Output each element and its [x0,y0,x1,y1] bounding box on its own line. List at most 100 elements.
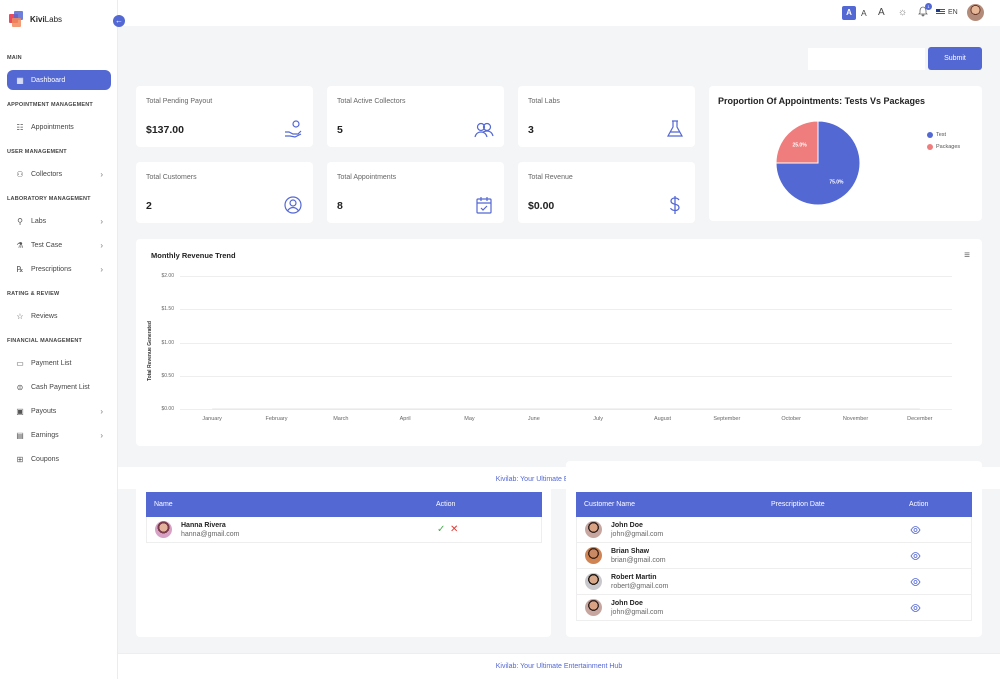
table-row: Brian Shaw brian@gmail.com [576,543,972,569]
y-tick-label: $1.00 [161,339,174,346]
stat-value: 8 [337,200,343,212]
sidebar-item-label: Coupons [31,455,60,463]
font-size-small-button[interactable]: A [842,6,856,20]
sidebar-item-collectors[interactable]: ⚇ Collectors › [7,164,111,184]
sidebar-item-label: Test Case [31,241,63,249]
date-filter-input[interactable] [808,48,925,70]
avatar [585,573,602,590]
x-tick-label: September [713,416,741,422]
legend-item-test[interactable]: Test [927,132,946,138]
sidebar-item-label: Cash Payment List [31,383,90,391]
x-tick-label: May [464,416,475,422]
view-eye-icon[interactable] [910,525,921,534]
payout-icon: ▣ [16,406,24,416]
view-eye-icon[interactable] [910,551,921,560]
stat-value: 3 [528,124,534,136]
column-header-prescription-date: Prescription Date [771,501,825,508]
stat-label: Total Pending Payout [146,98,213,105]
reject-x-icon[interactable]: ✕ [450,524,459,535]
stat-card-revenue: Total Revenue $0.00 [518,162,695,223]
revenue-chart-title: Monthly Revenue Trend [151,251,236,260]
language-selector[interactable]: EN [936,6,958,20]
font-size-large-button[interactable]: A [878,7,885,18]
sidebar-item-payouts[interactable]: ▣ Payouts › [7,401,111,421]
gift-icon: ⊞ [16,454,24,464]
pie-slice-packages[interactable] [775,120,819,164]
collector-name: Hanna Rivera [181,521,226,529]
sidebar-item-appointments[interactable]: ☷ Appointments [7,117,111,137]
x-tick-label: November [842,416,869,422]
pie-slice-label-test: 75.0% [829,179,844,185]
sidebar-item-cash-payment-list[interactable]: ⊜ Cash Payment List [7,377,111,397]
table-row: Robert Martin robert@gmail.com [576,569,972,595]
sidebar-item-label: Reviews [31,312,58,320]
submit-button[interactable]: Submit [928,47,982,70]
sidebar-item-reviews[interactable]: ☆ Reviews [7,306,111,326]
x-tick-label: June [527,416,540,422]
flask-icon: ⚗ [16,240,24,250]
stat-card-labs: Total Labs 3 [518,86,695,147]
us-flag-icon [936,9,945,16]
notification-bell-button[interactable]: 1 [918,3,932,22]
column-header-action: Action [436,501,456,508]
sidebar-collapse-button[interactable]: ← [113,15,125,27]
font-size-medium-button[interactable]: A [861,8,867,18]
customer-name: Brian Shaw [611,547,650,555]
x-tick-label: February [265,416,288,422]
x-tick-label: October [781,416,801,422]
view-eye-icon[interactable] [910,577,921,586]
pie-slice-test[interactable] [775,120,861,206]
stat-card-appointments: Total Appointments 8 [327,162,504,223]
approve-check-icon[interactable]: ✓ [437,524,446,535]
prescriptions-card [566,461,982,637]
arrow-left-icon: ← [115,16,123,25]
stat-label: Total Customers [146,174,197,181]
x-tick-label: July [593,416,604,422]
user-avatar[interactable] [967,4,984,21]
avatar [585,599,602,616]
stat-card-customers: Total Customers 2 [136,162,313,223]
y-tick-label: $0.50 [161,372,174,379]
sidebar-item-coupons[interactable]: ⊞ Coupons [7,449,111,469]
theme-toggle-sun-icon[interactable]: ☼ [898,7,908,18]
sidebar-item-earnings[interactable]: ▤ Earnings › [7,425,111,445]
y-tick-label: $1.50 [161,306,174,313]
view-eye-icon[interactable] [910,603,921,612]
logo[interactable]: KiviLabs [8,10,62,28]
section-main: MAIN [7,55,22,61]
collector-email: hanna@gmail.com [181,530,240,538]
chevron-right-icon: › [100,406,103,416]
calendar-check-icon [476,197,492,214]
grid-line [180,342,952,344]
column-header-name: Name [154,501,173,508]
table-row: John Doe john@gmail.com [576,517,972,543]
footer-banner-overlay [118,467,1000,489]
chart-menu-icon[interactable]: ≡ [964,250,970,261]
bell-icon [918,6,928,17]
avatar [585,521,602,538]
sidebar-item-label: Prescriptions [31,265,72,273]
customer-name: Robert Martin [611,573,657,581]
sidebar-item-labs[interactable]: ⚲ Labs › [7,211,111,231]
section-appointment-management: APPOINTMENT MANAGEMENT [7,102,93,108]
kivilabs-logo-icon [9,11,23,27]
legend-dot [927,132,933,138]
stat-card-pending-payout: Total Pending Payout $137.00 [136,86,313,147]
x-tick-label: April [399,416,411,422]
avatar [585,547,602,564]
sidebar-item-test-case[interactable]: ⚗ Test Case › [7,235,111,255]
customer-email: brian@gmail.com [611,556,666,564]
legend-item-packages[interactable]: Packages [927,144,960,150]
x-tick-label: March [333,416,349,422]
sidebar-item-dashboard[interactable]: ▦ Dashboard [7,70,111,90]
grid-line [180,409,952,410]
collectors-table-header: Name Action [146,492,542,517]
sidebar-item-payment-list[interactable]: ▭ Payment List [7,353,111,373]
sidebar-item-prescriptions[interactable]: ℞ Prescriptions › [7,259,111,279]
chevron-right-icon: › [100,169,103,179]
legend-label: Packages [936,144,961,150]
customer-email: john@gmail.com [611,608,664,616]
footer-text: Kivilab: Your Ultimate Entertainment Hub [495,476,623,483]
grid-line [180,375,952,377]
column-header-action: Action [909,501,929,508]
